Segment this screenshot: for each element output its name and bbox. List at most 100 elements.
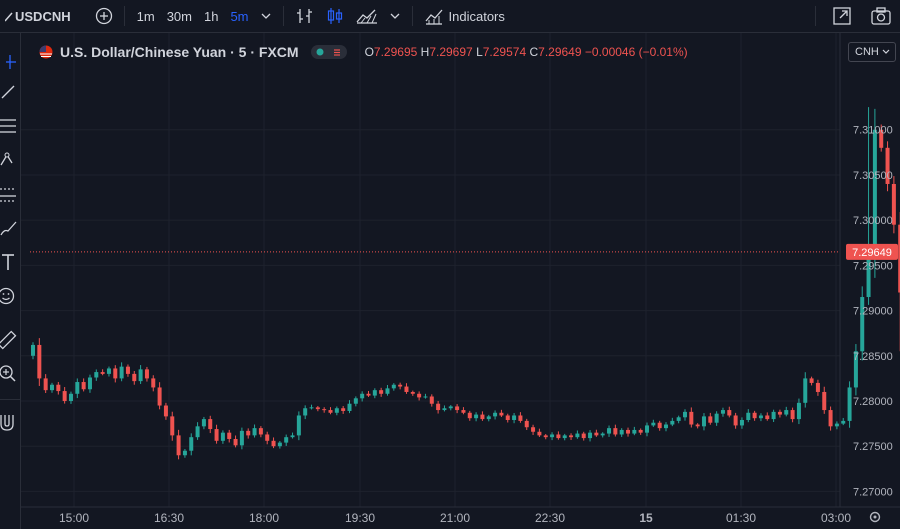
- indicators-button[interactable]: Indicators: [419, 0, 510, 32]
- candle: [822, 386, 827, 414]
- crosshair-icon[interactable]: [0, 51, 20, 73]
- candle: [739, 417, 744, 429]
- candle: [771, 409, 776, 422]
- candle: [341, 406, 346, 414]
- time-tick-label: 21:00: [440, 511, 470, 525]
- candle: [727, 406, 732, 418]
- candle: [518, 412, 523, 423]
- last-price-text: 7.29649: [852, 247, 892, 259]
- compare-button[interactable]: [90, 0, 118, 32]
- candle-body: [436, 403, 441, 411]
- candle: [227, 429, 232, 443]
- horizontal-lines-icon[interactable]: [0, 115, 20, 137]
- divider: [282, 6, 284, 26]
- candle: [49, 382, 54, 393]
- candle: [144, 366, 149, 382]
- candle-body: [296, 415, 301, 436]
- flag-icon: [39, 45, 53, 59]
- interval-5m[interactable]: 5m: [230, 8, 249, 24]
- brush-icon[interactable]: [0, 217, 20, 239]
- trend-line-icon[interactable]: [0, 80, 20, 102]
- candle: [100, 369, 105, 376]
- interval-1m[interactable]: 1m: [136, 8, 155, 24]
- ruler-icon[interactable]: [0, 329, 20, 351]
- candle-body: [689, 411, 694, 425]
- candle-body: [113, 368, 118, 379]
- emoji-icon[interactable]: [0, 285, 20, 307]
- candle: [220, 430, 225, 444]
- candle-body: [417, 393, 422, 398]
- pattern-icon[interactable]: [0, 149, 20, 171]
- candle: [809, 376, 814, 386]
- candle: [898, 211, 900, 352]
- candle-body: [233, 438, 238, 446]
- candle: [461, 407, 466, 415]
- forecast-icon[interactable]: [0, 183, 20, 205]
- candle-body: [125, 366, 130, 374]
- candle: [834, 421, 839, 430]
- candle-body: [815, 382, 820, 392]
- interval-30m[interactable]: 30m: [166, 8, 192, 24]
- candle-body: [872, 129, 877, 257]
- chart-style-dropdown[interactable]: [384, 0, 406, 32]
- candle-body: [151, 378, 156, 388]
- symbol-name: USDCNH: [15, 8, 71, 24]
- candle-body: [499, 412, 504, 416]
- candle-body: [138, 369, 143, 382]
- market-status-toggle[interactable]: [310, 45, 347, 59]
- candle: [682, 409, 687, 421]
- candle-body: [746, 412, 751, 420]
- candle-body: [537, 431, 542, 436]
- candle-body: [695, 424, 700, 427]
- candle: [670, 417, 675, 427]
- fullscreen-button[interactable]: [822, 0, 862, 32]
- candles-style-button[interactable]: [320, 0, 350, 32]
- candle-body: [252, 428, 257, 436]
- toolbar-right: [809, 0, 900, 32]
- candle-body: [385, 388, 390, 394]
- candle-body: [480, 414, 485, 420]
- chevron-down-icon: [390, 13, 399, 19]
- candle: [398, 382, 403, 390]
- time-tick-label: 16:30: [154, 511, 184, 525]
- candle-body: [518, 415, 523, 421]
- candle-body: [328, 410, 333, 413]
- candle-body: [682, 411, 687, 418]
- text-icon[interactable]: [0, 251, 20, 273]
- candle: [208, 415, 213, 434]
- candle-body: [853, 351, 858, 388]
- interval-dropdown[interactable]: [255, 0, 277, 32]
- candle-body: [379, 390, 384, 394]
- candle: [619, 428, 624, 437]
- candle-body: [239, 430, 244, 446]
- magnet-icon[interactable]: [0, 411, 20, 433]
- area-style-button[interactable]: [350, 0, 384, 32]
- candle-body: [474, 414, 479, 419]
- candle-body: [531, 427, 536, 432]
- candle-body: [467, 412, 472, 419]
- candle-body: [613, 428, 618, 435]
- candle: [87, 374, 92, 393]
- bar-style-button[interactable]: [290, 0, 320, 32]
- candle-body: [796, 402, 801, 420]
- interval-1h[interactable]: 1h: [203, 8, 219, 24]
- candle-body: [195, 426, 200, 438]
- currency-label: CNH: [855, 46, 879, 58]
- candle-body: [556, 434, 561, 439]
- currency-button[interactable]: CNH: [848, 42, 896, 62]
- low-label: L: [476, 45, 483, 59]
- price-tick-label: 7.30000: [853, 215, 893, 227]
- candle-body: [341, 408, 346, 411]
- candle-body: [62, 391, 67, 402]
- candle-body: [651, 422, 656, 426]
- symbol-search[interactable]: USDCNH: [0, 0, 76, 32]
- screenshot-button[interactable]: [862, 0, 900, 32]
- zoom-in-icon[interactable]: [0, 363, 20, 385]
- candle-body: [569, 435, 574, 438]
- candle-body: [708, 416, 713, 423]
- time-scale: 15:00 16:30 18:00 19:30 21:00 22:30 15 01:30 03:…: [59, 511, 881, 525]
- candle: [429, 394, 434, 407]
- candle: [879, 124, 884, 152]
- candle: [657, 420, 662, 431]
